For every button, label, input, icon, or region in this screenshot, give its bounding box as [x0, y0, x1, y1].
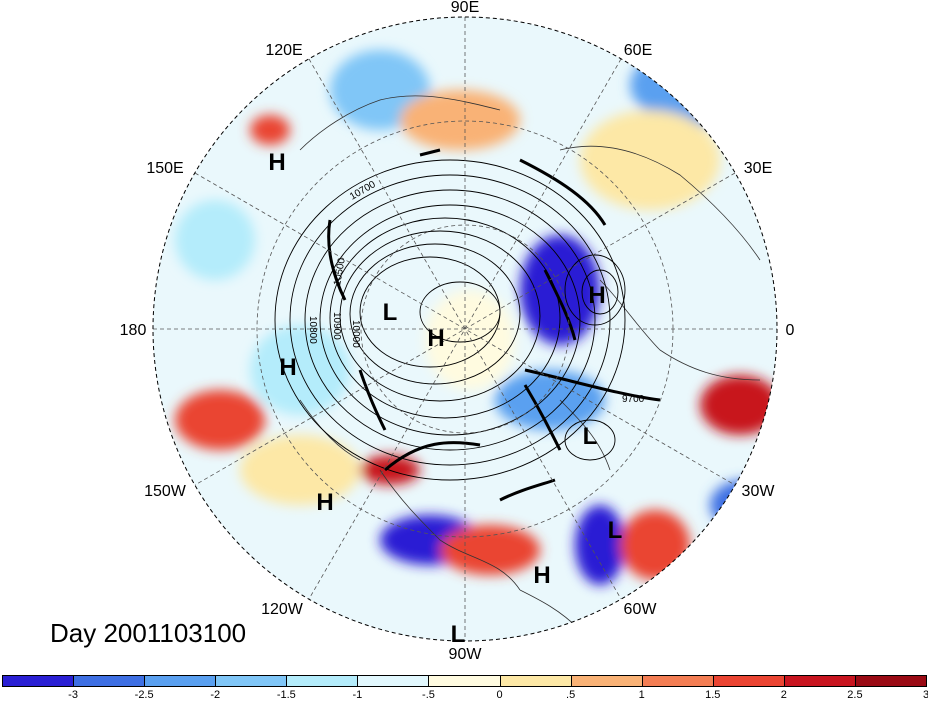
lon-label-0: 0: [786, 322, 795, 339]
colorbar-swatch: [428, 675, 501, 687]
lon-label-60w: 60W: [624, 601, 658, 618]
graticule: [153, 17, 777, 641]
colorbar-tick-label: 1.5: [705, 689, 721, 701]
colorbar-swatch: [570, 675, 643, 687]
high-pressure-center: H: [279, 354, 296, 381]
colorbar-swatch: [144, 675, 217, 687]
contour-label: 10800: [307, 316, 318, 344]
coastlines: [299, 95, 761, 631]
colorbar-swatch: [854, 675, 927, 687]
colorbar-tick-label: -2.5: [134, 689, 154, 701]
colorbar-swatch: [712, 675, 785, 687]
colorbar-swatch: [215, 675, 288, 687]
colorbar-tick-label: -1: [352, 689, 363, 701]
lon-label-60e: 60E: [624, 42, 652, 59]
colorbar-tick-label: 3: [922, 689, 928, 701]
lon-label-120e: 120E: [265, 42, 302, 59]
lon-label-90w: 90W: [449, 646, 483, 663]
lon-label-180: 180: [120, 322, 147, 339]
high-pressure-center: H: [533, 562, 550, 589]
colorbar: -3 -2.5 -2 -1.5 -1 -.5 0 .5 1 1.5 2 2.5 3: [0, 675, 928, 702]
lon-label-150e: 150E: [146, 160, 183, 177]
colorbar-swatch: [73, 675, 146, 687]
low-pressure-center: L: [383, 299, 398, 326]
colorbar-tick-label: 1: [638, 689, 645, 701]
low-pressure-center: L: [583, 423, 598, 450]
colorbar-tick-label: -.5: [422, 689, 435, 701]
anomaly-shading: [153, 17, 777, 641]
colorbar-tick-label: -1.5: [276, 689, 296, 701]
day-title: Day 2001103100: [50, 618, 247, 648]
high-pressure-center: H: [316, 489, 333, 516]
colorbar-tick-label: -2: [210, 689, 221, 701]
colorbar-tick-label: 2: [780, 689, 787, 701]
polar-stereographic-map: 90E 60E 120E 30E 150E 0 180 30W 150W 60W…: [120, 0, 795, 663]
lon-label-90e: 90E: [451, 0, 479, 16]
lon-label-30e: 30E: [744, 160, 772, 177]
colorbar-swatch: [2, 675, 75, 687]
lon-label-120w: 120W: [261, 601, 304, 618]
colorbar-swatch: [641, 675, 714, 687]
jet-streaks: [327, 148, 661, 502]
colorbar-tick-label: .5: [566, 689, 576, 701]
high-pressure-center: H: [268, 149, 285, 176]
colorbar-swatch: [357, 675, 430, 687]
colorbar-tick-label: 2.5: [847, 689, 863, 701]
low-pressure-center: L: [608, 517, 623, 544]
colorbar-swatch: [499, 675, 572, 687]
colorbar-tick-label: -3: [68, 689, 78, 701]
colorbar-swatch: [783, 675, 856, 687]
contour-label: 9700: [622, 394, 645, 405]
height-contours: [274, 159, 626, 481]
colorbar-tick-label: 0: [496, 689, 503, 701]
lon-label-30w: 30W: [742, 483, 776, 500]
colorbar-swatch: [286, 675, 359, 687]
high-pressure-center: H: [588, 282, 605, 309]
contour-label: 10500: [332, 257, 348, 287]
contour-label: 10900: [331, 312, 342, 340]
lon-label-150w: 150W: [144, 483, 187, 500]
contour-label: 10000: [350, 320, 361, 348]
low-pressure-center: L: [451, 621, 466, 648]
map-boundary: [152, 16, 778, 642]
high-pressure-center: H: [427, 325, 444, 352]
